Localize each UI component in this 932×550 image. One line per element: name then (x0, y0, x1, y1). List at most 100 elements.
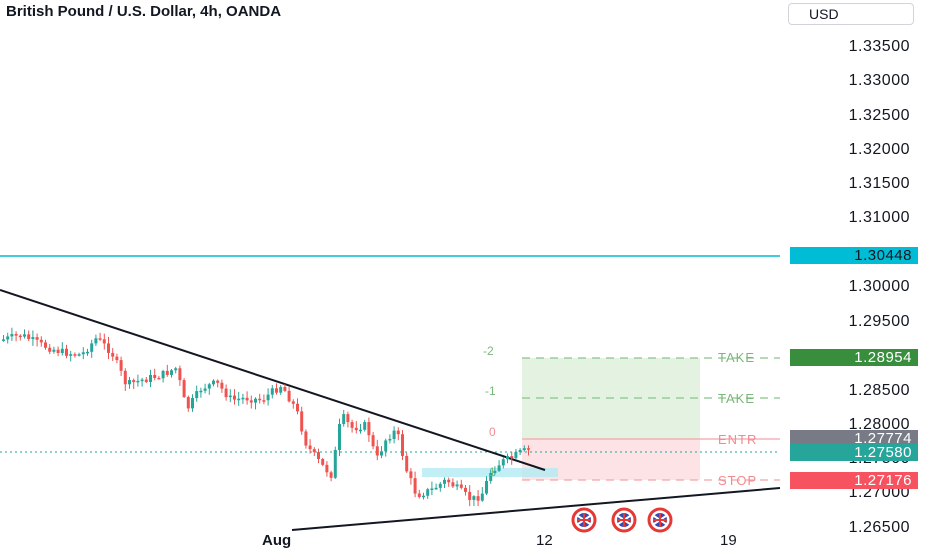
candle-body (438, 483, 442, 488)
price-tick: 1.31500 (848, 175, 910, 192)
candle-body (207, 384, 211, 389)
candle-body (144, 379, 148, 382)
candle-body (510, 456, 514, 459)
candle-body (153, 374, 157, 378)
candle-body (14, 334, 18, 336)
candle-body (468, 491, 472, 500)
candle-body (65, 348, 68, 356)
price-tick: 1.26500 (848, 519, 910, 536)
candle-body (123, 370, 127, 385)
candle-body (459, 484, 463, 488)
candle-body (73, 354, 77, 356)
candle-body (86, 351, 89, 354)
candle-body (10, 334, 14, 337)
candle-body (161, 370, 165, 379)
candle-body (212, 380, 215, 385)
candle-body (18, 335, 22, 338)
candle-body (115, 356, 119, 361)
fib-level-label: 1 (489, 465, 496, 479)
candle-body (401, 434, 404, 456)
uk-flag-icon[interactable] (647, 507, 673, 533)
candle-body (94, 338, 98, 344)
candle-body (434, 487, 438, 490)
candle-body (426, 489, 430, 496)
candle-body (149, 374, 152, 382)
price-tick: 1.33500 (848, 38, 910, 55)
hline-price-badge: 1.30448 (790, 247, 918, 264)
candle-body (237, 398, 241, 401)
candle-body (48, 347, 52, 352)
candle-body (157, 377, 161, 380)
candle-body (35, 337, 39, 340)
candle-body (346, 414, 350, 423)
candle-body (308, 445, 312, 450)
price-tick: 1.29500 (848, 313, 910, 330)
candle-body (2, 339, 5, 341)
fib-level-label: 0 (489, 425, 496, 439)
candle-body (31, 337, 35, 340)
take-profit-badge: 1.28954 (790, 349, 918, 366)
candle-body (44, 342, 47, 348)
candle-body (90, 343, 94, 352)
candle-body (291, 401, 295, 404)
candle-body (287, 390, 291, 402)
candle-body (329, 472, 333, 478)
candle-body (191, 398, 194, 409)
candle-body (338, 424, 341, 450)
descending-trendline[interactable] (0, 289, 546, 471)
current-price-badge: 1.27580 (790, 444, 918, 461)
candle-body (216, 380, 220, 383)
entry-price-badge: 1.27774 (790, 430, 918, 447)
price-tick: 1.31000 (848, 209, 910, 226)
candle-body (52, 349, 56, 352)
candle-body (455, 484, 459, 487)
candle-body (296, 403, 299, 412)
candle-body (262, 400, 266, 402)
candle-body (245, 397, 249, 401)
price-tick: 1.28500 (848, 382, 910, 399)
price-tick: 1.30000 (848, 278, 910, 295)
candle-body (342, 414, 346, 425)
candle-body (333, 449, 337, 478)
candle-body (367, 422, 371, 436)
uk-flag-icon[interactable] (611, 507, 637, 533)
candle-body (254, 398, 257, 403)
candle-body (182, 380, 186, 398)
candle-body (199, 390, 203, 393)
candle-body (392, 430, 396, 439)
candle-body (220, 382, 224, 389)
candle-body (363, 422, 367, 430)
candle-body (472, 496, 476, 500)
candle-body (107, 343, 110, 353)
highlight-box[interactable] (422, 468, 558, 477)
fib-level-label: -1 (485, 384, 496, 398)
stop-label: STOP (718, 473, 758, 488)
candle-body (485, 480, 488, 494)
candle-body (447, 479, 451, 483)
candle-body (489, 473, 493, 481)
candle-body (388, 438, 392, 441)
candle-body (443, 479, 446, 484)
candle-body (102, 339, 106, 344)
stop-loss-badge: 1.27176 (790, 472, 918, 489)
ascending-trendline[interactable] (291, 487, 781, 531)
time-tick: Aug (262, 532, 292, 549)
candle-body (518, 449, 522, 453)
candle-body (480, 493, 484, 501)
candle-body (69, 354, 73, 356)
candle-body (56, 349, 60, 353)
candle-body (60, 348, 64, 353)
candle-body (451, 482, 455, 487)
candle-body (233, 395, 236, 400)
currency-selector[interactable]: USD (788, 3, 914, 25)
candle-body (136, 380, 140, 383)
candle-body (325, 464, 329, 473)
candle-body (304, 431, 308, 446)
candle-body (195, 391, 199, 399)
uk-flag-icon[interactable] (571, 507, 597, 533)
chart-title[interactable]: British Pound / U.S. Dollar, 4h, OANDA (6, 3, 282, 20)
candle-body (128, 380, 131, 385)
candle-body (111, 352, 115, 357)
candle-body (140, 379, 144, 382)
